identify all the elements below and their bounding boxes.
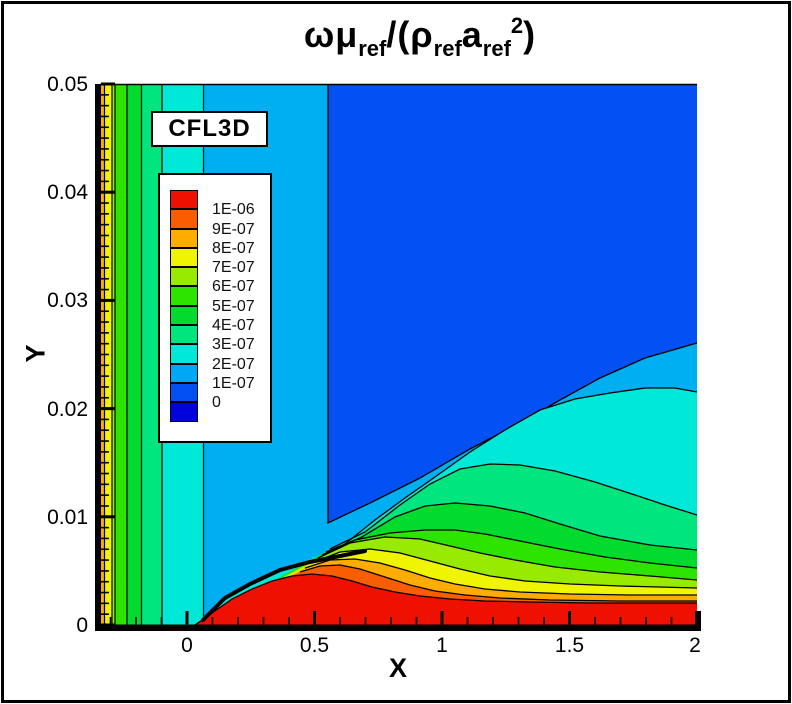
x-tick-label-1: 1: [436, 634, 448, 657]
legend-swatch: [170, 228, 198, 248]
x-tick-label-0: 0: [181, 634, 193, 657]
x-tick-label-2: 2: [689, 634, 701, 657]
legend-swatch: [170, 209, 198, 229]
cfl3d-badge: CFL3D: [151, 111, 268, 147]
region-red: [195, 574, 697, 625]
legend-entry: 0: [170, 382, 262, 411]
legend-swatch: [170, 325, 198, 345]
legend-label: 8E-07: [212, 239, 255, 257]
legend-rows: 1E-06 9E-07 8E-07 7E-07 6E-07 5E-07 4E-07 3E-07…: [170, 190, 262, 423]
boundary-layer-edge-line: [201, 549, 367, 622]
legend-entry: 6E-07: [170, 267, 262, 295]
legend-entry: 1E-06: [170, 190, 262, 218]
legend-label: 7E-07: [212, 259, 255, 277]
legend-swatch: [170, 190, 198, 210]
title-omega-mu: ωμ: [303, 14, 359, 55]
title-sub-ref-1: ref: [358, 36, 387, 61]
y-axis-line: [95, 84, 101, 630]
chart-title: ωμref/(ρrefaref2): [100, 13, 740, 61]
title-sub-ref-2: ref: [433, 36, 462, 61]
stripe-green: [127, 84, 142, 625]
legend-label: 6E-07: [212, 278, 255, 296]
contour-lines: [194, 387, 698, 626]
legend-swatch: [170, 305, 198, 326]
legend-label: 1E-06: [212, 201, 255, 219]
title-sup-2: 2: [510, 13, 524, 38]
legend-swatch: [170, 267, 198, 287]
x-tick-label-15: 1.5: [554, 634, 585, 657]
legend-entry: 8E-07: [170, 228, 262, 256]
x-axis-end-cap: [695, 611, 701, 631]
legend-label: 3E-07: [212, 336, 255, 354]
title-slash-rho: /(ρ: [386, 14, 434, 55]
title-a: a: [461, 14, 483, 55]
legend-entry: 9E-07: [170, 209, 262, 237]
title-close-paren: ): [523, 14, 537, 55]
legend-swatch: [170, 363, 198, 383]
y-tick-label-004: 0.04: [47, 181, 88, 204]
y-axis-label: Y: [20, 344, 51, 363]
y-tick-label-001: 0.01: [47, 506, 88, 529]
legend-entry: 3E-07: [170, 325, 262, 353]
stripe-chartreuse: [112, 84, 115, 625]
legend-label: 5E-07: [212, 297, 255, 315]
x-axis-line: [95, 624, 701, 631]
stripe-spring-green: [141, 84, 162, 625]
y-tick-label-000: 0: [76, 614, 88, 637]
legend-entry: 4E-07: [170, 305, 262, 334]
legend-label: 4E-07: [212, 317, 255, 335]
x-tick-label-05: 0.5: [299, 634, 330, 657]
legend-swatch: [170, 382, 198, 403]
legend-label: 1E-07: [212, 374, 255, 392]
contour-legend: 1E-06 9E-07 8E-07 7E-07 6E-07 5E-07 4E-07 3E-07…: [158, 173, 272, 443]
legend-swatch: [170, 286, 198, 306]
x-axis-label: X: [388, 653, 407, 683]
y-tick-label-003: 0.03: [47, 289, 88, 312]
legend-entry: 7E-07: [170, 247, 262, 276]
legend-label: 2E-07: [212, 355, 255, 373]
legend-label: 0: [212, 394, 221, 412]
legend-swatch: [170, 402, 198, 422]
legend-swatch: [170, 344, 198, 364]
y-tick-label-002: 0.02: [47, 398, 88, 421]
legend-swatch: [170, 247, 198, 268]
legend-entry: 5E-07: [170, 286, 262, 314]
title-sub-ref-3: ref: [482, 36, 511, 61]
legend-entry: [170, 402, 262, 422]
legend-entry: 2E-07: [170, 344, 262, 372]
y-tick-label-005: 0.05: [47, 73, 88, 96]
region-blue-freestream: [328, 84, 697, 523]
legend-label: 9E-07: [212, 220, 255, 238]
legend-entry: 1E-07: [170, 363, 262, 391]
stripe-bright-green: [115, 84, 127, 625]
